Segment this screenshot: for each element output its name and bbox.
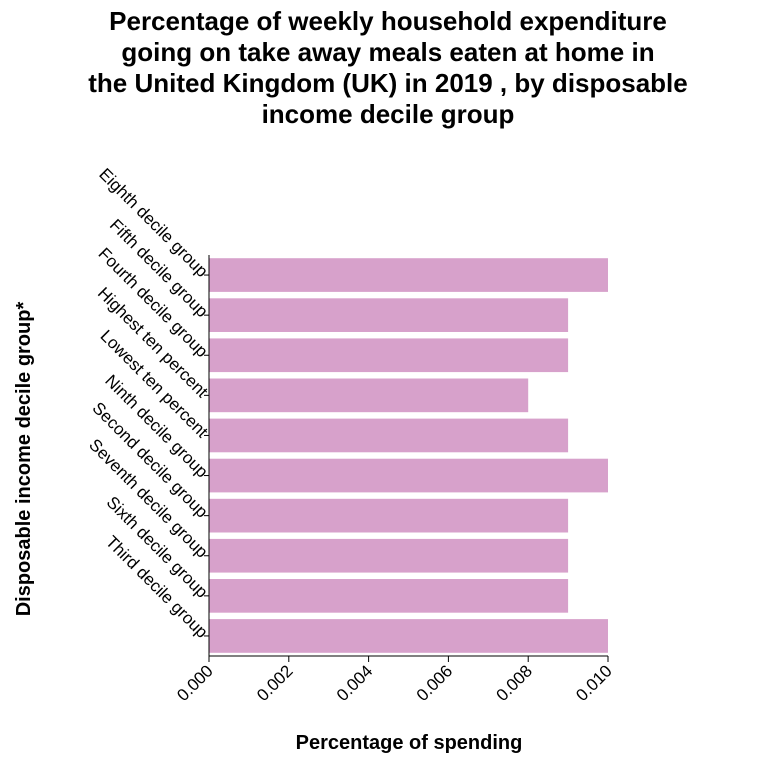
bar <box>209 338 569 373</box>
bar <box>209 418 569 453</box>
bars-group <box>209 258 608 653</box>
bar <box>209 298 569 332</box>
chart-title: Percentage of weekly household expenditu… <box>0 6 776 130</box>
chart-title-line: Percentage of weekly household expenditu… <box>109 6 667 36</box>
x-tick-label: 0.008 <box>493 661 537 705</box>
x-tick-label: 0.006 <box>413 661 457 705</box>
bar <box>209 378 529 413</box>
chart-title-line: income decile group <box>261 99 515 129</box>
x-axis-ticks: 0.000 0.002 0.004 0.006 0.008 0.010 <box>173 656 616 705</box>
bar <box>209 579 569 613</box>
x-tick-label: 0.000 <box>173 661 217 705</box>
x-tick-label: 0.004 <box>333 661 377 705</box>
bar <box>209 458 608 493</box>
x-axis-label: Percentage of spending <box>296 732 523 754</box>
x-tick-label: 0.010 <box>572 661 616 705</box>
bar <box>209 538 569 573</box>
chart-title-line: going on take away meals eaten at home i… <box>121 37 655 67</box>
bar <box>209 258 608 292</box>
y-axis-label: Disposable income decile group* <box>13 302 35 617</box>
x-tick-label: 0.002 <box>253 661 297 705</box>
chart-title-line: the United Kingdom (UK) in 2019 , by dis… <box>88 68 688 98</box>
bar <box>209 498 569 533</box>
bar <box>209 619 608 653</box>
